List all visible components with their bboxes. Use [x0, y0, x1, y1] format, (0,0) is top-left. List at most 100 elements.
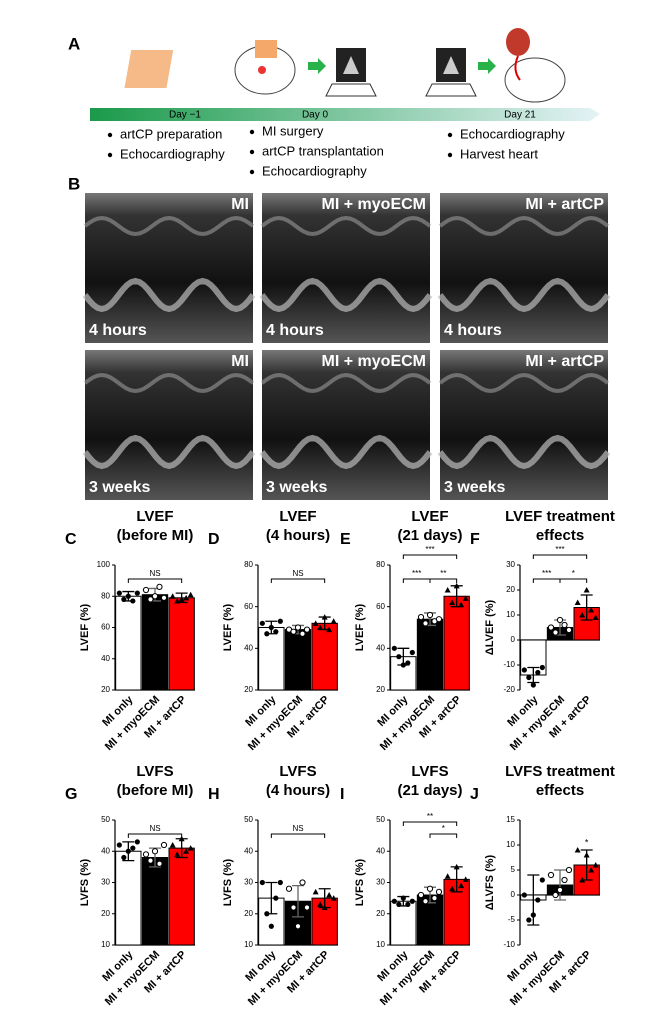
- bar: [115, 850, 142, 946]
- significance-label: *: [442, 824, 445, 833]
- data-point: [130, 845, 136, 851]
- chart-title: LVEF: [411, 508, 448, 525]
- day-label: Day 21: [504, 110, 536, 121]
- echo-wall: [83, 215, 255, 237]
- chart-subtitle: (before MI): [117, 527, 194, 544]
- bullet: [447, 152, 453, 158]
- y-tick-label: 60: [101, 623, 110, 632]
- echo-group-label: MI + artCP: [525, 196, 604, 213]
- significance-bracket: [532, 554, 588, 559]
- y-axis-label: LVFS (%): [79, 858, 91, 906]
- step-label: artCP preparation: [120, 126, 222, 141]
- y-tick-label: 10: [506, 610, 515, 619]
- echo-image: [262, 193, 430, 343]
- data-point: [156, 583, 163, 590]
- laptop-base: [425, 83, 477, 97]
- panel-label: A: [68, 34, 80, 53]
- echo-group-label: MI + myoECM: [322, 353, 426, 370]
- significance-bracket: [402, 554, 458, 559]
- bullet: [107, 132, 113, 138]
- y-axis-label: LVFS (%): [222, 858, 234, 906]
- step-label: Harvest heart: [460, 146, 538, 161]
- error-bar: [554, 869, 566, 901]
- data-point: [574, 847, 581, 853]
- data-point: [417, 613, 425, 621]
- bar: [443, 595, 470, 691]
- y-tick-label: 60: [244, 602, 253, 611]
- data-point: [530, 682, 536, 688]
- data-point: [174, 597, 181, 604]
- panel-label: D: [208, 531, 220, 548]
- y-tick-label: 40: [376, 846, 385, 855]
- y-tick-label: 30: [376, 878, 385, 887]
- data-point: [273, 895, 279, 901]
- echo-wall: [437, 434, 611, 470]
- data-point: [458, 601, 465, 608]
- y-tick-label: -20: [503, 685, 515, 694]
- significance-label: ***: [542, 569, 551, 578]
- data-point: [526, 917, 532, 923]
- panel-label: I: [340, 786, 344, 803]
- chart-title: LVFS: [136, 763, 173, 780]
- data-point: [396, 654, 402, 660]
- data-point: [317, 901, 324, 907]
- data-point: [183, 594, 190, 601]
- y-axis-label: LVEF (%): [79, 603, 91, 651]
- chart-subtitle: (before MI): [117, 782, 194, 799]
- bar: [141, 857, 169, 946]
- echo-wall: [260, 372, 432, 394]
- data-point: [125, 848, 131, 854]
- patch-icon: [124, 50, 174, 88]
- data-point: [539, 664, 545, 671]
- echo-wall: [438, 372, 610, 394]
- bullet: [249, 169, 255, 175]
- data-point: [565, 866, 573, 874]
- data-point: [290, 904, 297, 911]
- data-point: [160, 841, 168, 849]
- chart-subtitle: (21 days): [397, 527, 462, 544]
- step-label: artCP transplantation: [262, 143, 384, 158]
- panel-label: F: [470, 531, 480, 548]
- data-point: [539, 877, 545, 883]
- arrow-icon: [308, 58, 326, 74]
- echo-image: [85, 350, 253, 500]
- echo-wall: [259, 434, 433, 470]
- echo-wall: [259, 277, 433, 313]
- y-tick-label: 50: [244, 815, 253, 824]
- echo-group-label: MI: [231, 353, 249, 370]
- significance-label: NS: [292, 824, 303, 833]
- y-tick-label: 30: [244, 878, 253, 887]
- echo-image: [440, 193, 608, 343]
- bar: [390, 900, 417, 946]
- echo-time-label: 3 weeks: [444, 479, 505, 496]
- panel-label: G: [65, 786, 77, 803]
- y-tick-label: 10: [244, 940, 253, 949]
- y-tick-label: 80: [376, 560, 385, 569]
- chart-subtitle: (4 hours): [266, 782, 330, 799]
- step-label: Echocardiography: [460, 126, 565, 141]
- echo-time-label: 3 weeks: [89, 479, 150, 496]
- y-tick-label: 80: [244, 560, 253, 569]
- y-tick-label: 50: [376, 815, 385, 824]
- panel-label: H: [208, 786, 220, 803]
- y-tick-label: 10: [101, 940, 110, 949]
- y-tick-label: 50: [101, 815, 110, 824]
- y-tick-label: 20: [244, 909, 253, 918]
- data-point: [130, 598, 136, 604]
- data-point: [125, 593, 131, 599]
- data-point: [259, 620, 265, 626]
- y-axis-label: LVEF (%): [354, 603, 366, 651]
- y-axis-label: LVEF (%): [222, 603, 234, 651]
- data-point: [409, 898, 415, 904]
- data-point: [444, 873, 451, 879]
- significance-bracket: [402, 821, 458, 826]
- data-point: [409, 649, 415, 656]
- data-point: [317, 624, 324, 630]
- y-tick-label: 5: [511, 865, 516, 874]
- data-point: [547, 871, 555, 879]
- data-point: [521, 667, 527, 673]
- laptop-base: [325, 83, 377, 97]
- data-point: [142, 586, 150, 594]
- data-point: [588, 607, 595, 613]
- data-point: [303, 626, 311, 633]
